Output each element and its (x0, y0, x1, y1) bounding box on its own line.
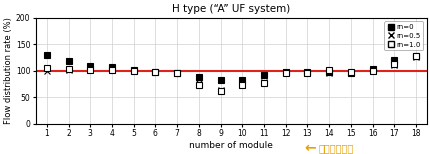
X-axis label: number of module: number of module (189, 141, 273, 150)
Legend: rn=0, rn=0.5, rn=1.0: rn=0, rn=0.5, rn=1.0 (384, 21, 422, 50)
Text: 원수유입방향: 원수유입방향 (318, 143, 353, 153)
Title: H type (“A” UF system): H type (“A” UF system) (172, 4, 290, 14)
Text: ←: ← (304, 141, 315, 154)
Y-axis label: Flow distribution rate (%): Flow distribution rate (%) (4, 17, 13, 124)
